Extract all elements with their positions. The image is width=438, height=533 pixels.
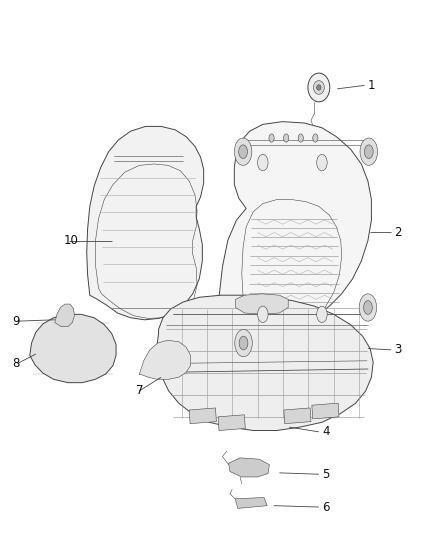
Circle shape [364,145,373,158]
Circle shape [258,155,268,171]
Polygon shape [189,408,216,424]
Polygon shape [236,294,288,314]
Circle shape [364,301,372,314]
Polygon shape [87,126,204,320]
Text: 1: 1 [368,79,375,92]
Ellipse shape [317,85,321,90]
Text: 8: 8 [12,357,20,370]
Text: 3: 3 [394,343,402,357]
Polygon shape [284,408,311,424]
Circle shape [313,134,318,142]
Polygon shape [30,314,116,383]
Circle shape [360,138,378,165]
Circle shape [283,134,289,142]
Circle shape [239,145,247,158]
Text: 6: 6 [322,500,329,513]
Polygon shape [312,403,339,419]
Text: 2: 2 [394,226,402,239]
Text: 5: 5 [322,468,329,481]
Polygon shape [229,458,269,477]
Text: 10: 10 [64,234,78,247]
Polygon shape [218,122,371,366]
Circle shape [235,329,252,357]
Ellipse shape [313,80,324,94]
Circle shape [317,306,327,322]
Polygon shape [55,304,74,327]
Polygon shape [218,415,245,431]
Circle shape [234,138,252,165]
Text: 7: 7 [136,384,143,398]
Text: 4: 4 [322,425,329,438]
Polygon shape [139,340,191,379]
Polygon shape [157,295,373,431]
Circle shape [317,155,327,171]
Circle shape [269,134,274,142]
Circle shape [298,134,304,142]
Text: 9: 9 [12,314,20,328]
Circle shape [359,294,377,321]
Circle shape [239,336,248,350]
Polygon shape [235,497,267,508]
Circle shape [258,306,268,322]
Ellipse shape [308,73,330,102]
